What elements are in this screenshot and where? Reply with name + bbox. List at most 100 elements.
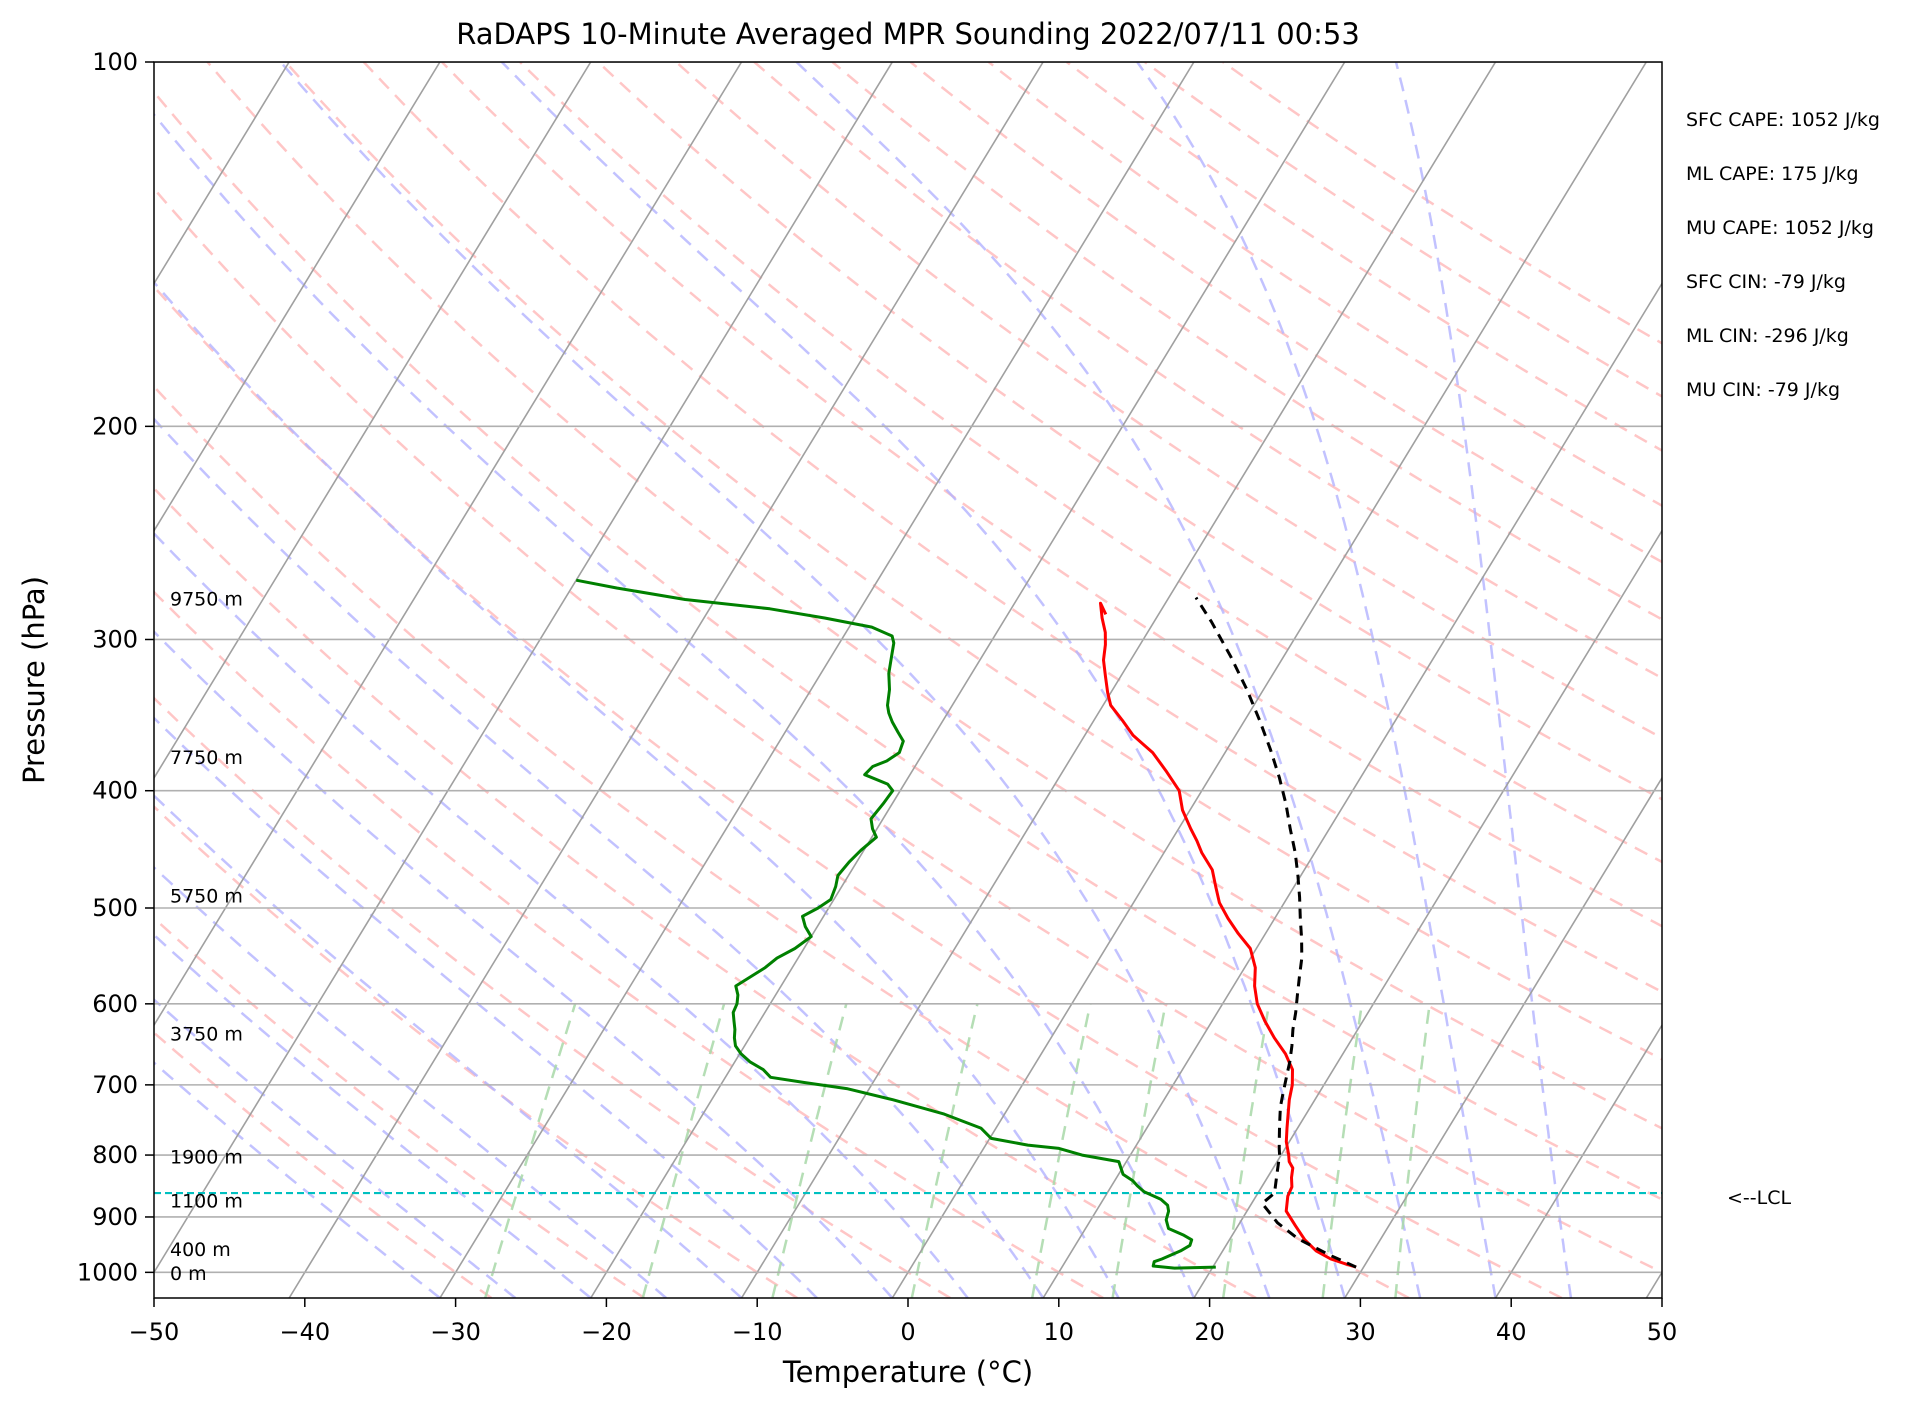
- y-tick-label: 600: [92, 990, 138, 1018]
- mixing-ratio-line: [1321, 1003, 1364, 1298]
- stat-sfc-cape: SFC CAPE: 1052 J/kg: [1686, 109, 1880, 131]
- stat-mu-cin: MU CIN: -79 J/kg: [1686, 379, 1841, 401]
- x-tick-label: −10: [732, 1318, 783, 1346]
- height-label: 7750 m: [170, 747, 243, 769]
- moist-adiabat: [154, 997, 517, 1298]
- height-label: 1900 m: [170, 1147, 243, 1169]
- mixing-ratio-line: [1221, 1003, 1271, 1298]
- dry-adiabat: [1144, 62, 1662, 398]
- x-tick-label: −40: [279, 1318, 330, 1346]
- x-tick-label: 30: [1345, 1318, 1376, 1346]
- moist-adiabat: [154, 417, 1045, 1298]
- y-axis-label: Pressure (hPa): [17, 576, 51, 784]
- x-tick-label: 40: [1496, 1318, 1527, 1346]
- isotherm: [1042, 281, 1662, 1298]
- moist-adiabat: [154, 933, 592, 1298]
- moist-adiabat: [500, 62, 1346, 1298]
- isotherm: [891, 62, 1647, 1298]
- isotherm: [590, 62, 1346, 1298]
- dry-adiabat: [597, 62, 1662, 801]
- isotherm: [439, 62, 1195, 1298]
- moist-adiabat: [154, 865, 668, 1298]
- height-label: 9750 m: [170, 588, 243, 610]
- x-tick-label: 20: [1194, 1318, 1225, 1346]
- dry-adiabat: [154, 805, 798, 1298]
- stats-panel: SFC CAPE: 1052 J/kg ML CAPE: 175 J/kg MU…: [1686, 108, 1916, 432]
- mixing-ratio-line: [771, 1003, 848, 1298]
- moist-adiabat: [154, 716, 818, 1298]
- x-tick-label: −30: [430, 1318, 481, 1346]
- y-tick-label: 400: [92, 777, 138, 805]
- y-axis-ticks: 100 200 300 400 500 600 700 800 900 1000: [77, 48, 154, 1286]
- isotherm: [1193, 529, 1662, 1298]
- mixing-ratio-line: [484, 1003, 577, 1298]
- moist-adiabat: [154, 531, 969, 1298]
- moist-adiabat: [795, 62, 1422, 1298]
- x-axis-label: Temperature (°C): [782, 1355, 1033, 1389]
- dry-adiabat: [154, 186, 1662, 1274]
- moist-adiabat: [154, 1061, 441, 1298]
- moist-adiabat: [1136, 62, 1497, 1298]
- y-tick-label: 300: [92, 625, 138, 653]
- moist-adiabat: [154, 630, 894, 1298]
- mixing-ratio-line: [641, 1003, 726, 1298]
- isotherm: [740, 62, 1497, 1298]
- y-tick-label: 700: [92, 1071, 138, 1099]
- dry-adiabat: [909, 62, 1662, 564]
- stat-mu-cape: MU CAPE: 1052 J/kg: [1686, 217, 1874, 239]
- x-axis-ticks: −50 −40 −30 −20 −10 0 10 20 30 40 50: [129, 1298, 1678, 1346]
- dry-adiabat: [154, 590, 1104, 1298]
- y-tick-label: 100: [92, 48, 138, 76]
- mixing-ratio-line: [1030, 1003, 1092, 1298]
- isotherm: [1494, 1023, 1662, 1298]
- moist-adiabat: [154, 794, 743, 1298]
- height-label: 5750 m: [170, 885, 243, 907]
- dry-adiabat: [154, 696, 951, 1298]
- x-tick-label: 10: [1044, 1318, 1075, 1346]
- mixing-ratio-line: [1394, 1003, 1431, 1298]
- mixing-ratio-line: [1111, 1003, 1167, 1298]
- dry-adiabat: [284, 62, 1662, 1061]
- sounding-traces: [154, 578, 1662, 1270]
- moist-adiabat: [154, 112, 1196, 1298]
- chart-title: RaDAPS 10-Minute Averaged MPR Sounding 2…: [456, 17, 1360, 51]
- stat-ml-cin: ML CIN: -296 J/kg: [1686, 325, 1849, 347]
- dry-adiabat: [154, 916, 645, 1298]
- x-tick-label: 50: [1647, 1318, 1678, 1346]
- pressure-gridlines: [154, 62, 1662, 1274]
- isotherm: [288, 62, 1044, 1298]
- height-label: 0 m: [170, 1263, 207, 1285]
- lcl-label: <--LCL: [1727, 1187, 1792, 1209]
- background-lines: [154, 62, 1662, 1298]
- stat-ml-cape: ML CAPE: 175 J/kg: [1686, 163, 1859, 185]
- isotherm: [154, 62, 441, 533]
- isotherm: [154, 62, 290, 286]
- parcel-profile-trace: [1194, 596, 1357, 1269]
- y-tick-label: 500: [92, 894, 138, 922]
- y-tick-label: 200: [92, 412, 138, 440]
- mixing-ratio-line: [910, 1003, 979, 1298]
- dewpoint-trace: [575, 578, 1216, 1270]
- moist-adiabat: [154, 280, 1120, 1298]
- x-tick-label: −20: [581, 1318, 632, 1346]
- temperature-trace: [1099, 601, 1357, 1269]
- height-labels: 9750 m 7750 m 5750 m 3750 m 1900 m 1100 m 400 …: [170, 588, 243, 1284]
- y-tick-label: 900: [92, 1203, 138, 1231]
- height-label: 3750 m: [170, 1023, 243, 1045]
- isotherm: [154, 62, 743, 1027]
- moist-adiabat: [279, 62, 1271, 1298]
- dry-adiabat: [1065, 62, 1662, 452]
- isotherm: [154, 62, 893, 1274]
- y-tick-label: 1000: [77, 1258, 138, 1286]
- isotherm: [154, 62, 592, 780]
- stat-sfc-cin: SFC CIN: -79 J/kg: [1686, 271, 1846, 293]
- dry-adiabat: [519, 62, 1662, 864]
- dry-adiabat: [154, 90, 1662, 1201]
- x-tick-label: −50: [129, 1318, 180, 1346]
- height-label: 1100 m: [170, 1191, 243, 1213]
- y-tick-label: 800: [92, 1141, 138, 1169]
- dry-adiabat: [154, 384, 1410, 1298]
- dry-adiabat: [753, 62, 1662, 680]
- isotherm: [1344, 776, 1662, 1298]
